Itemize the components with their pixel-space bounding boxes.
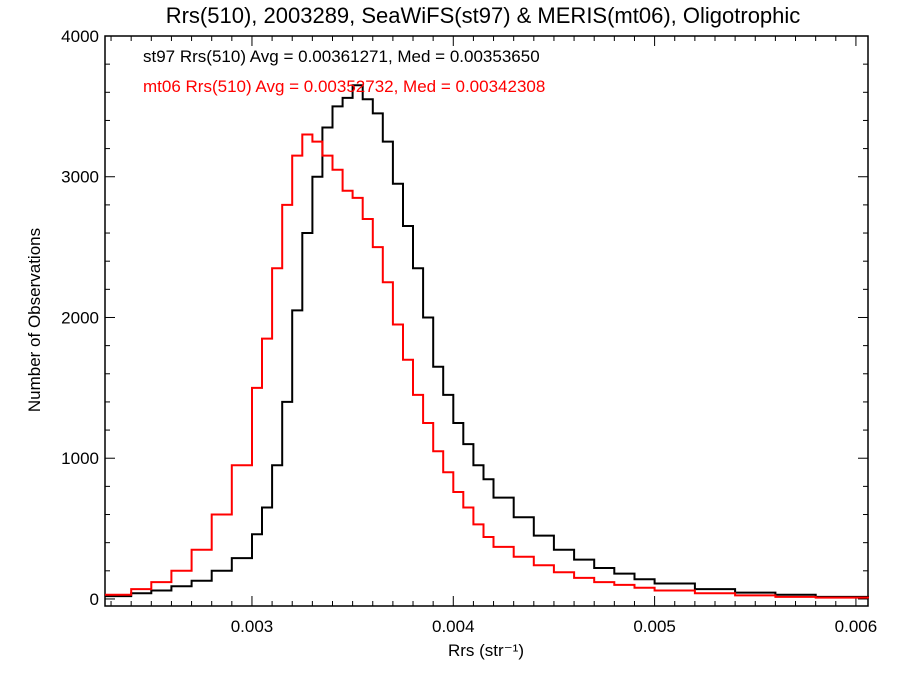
st97-stats-annotation: st97 Rrs(510) Avg = 0.00361271, Med = 0.… [143, 47, 540, 66]
st97-histogram-line [105, 84, 869, 599]
x-tick-label: 0.004 [432, 617, 475, 636]
mt06-stats-annotation: mt06 Rrs(510) Avg = 0.00352732, Med = 0.… [143, 77, 545, 96]
y-tick-label: 4000 [61, 27, 99, 46]
y-tick-label: 2000 [61, 308, 99, 327]
mt06-histogram-line [105, 133, 869, 599]
y-tick-label: 0 [90, 590, 99, 609]
chart-title: Rrs(510), 2003289, SeaWiFS(st97) & MERIS… [166, 3, 801, 28]
x-tick-label: 0.006 [835, 617, 878, 636]
y-tick-label: 1000 [61, 449, 99, 468]
x-tick-label: 0.003 [231, 617, 274, 636]
y-tick-label: 3000 [61, 168, 99, 187]
plot-frame [104, 35, 869, 607]
x-axis-label: Rrs (str⁻¹) [448, 641, 524, 660]
y-axis-label: Number of Observations [25, 228, 44, 412]
x-tick-label: 0.005 [633, 617, 676, 636]
